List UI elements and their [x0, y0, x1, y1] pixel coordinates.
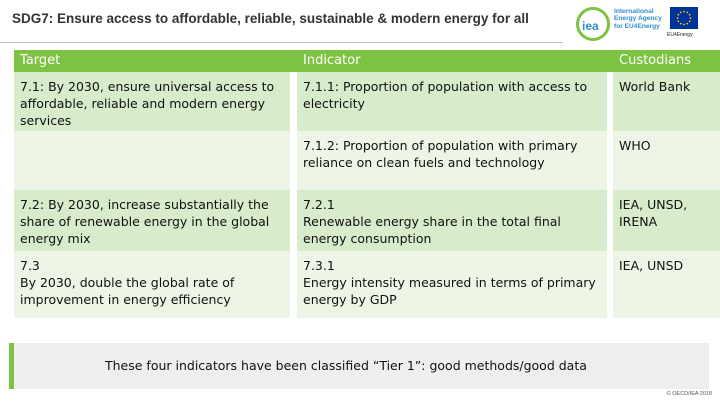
indicator-text: Energy intensity measured in terms of pr… [303, 275, 596, 307]
iea-logo-letters: iea [582, 19, 599, 33]
custodians-cell: IEA, UNSD, IRENA [619, 197, 688, 229]
indicator-text: Renewable energy share in the total fina… [303, 214, 561, 246]
header-target: Target [20, 53, 61, 68]
indicator-cell: 7.2.1 Renewable energy share in the tota… [297, 190, 607, 250]
tier-note-box: These four indicators have been classifi… [9, 343, 709, 389]
iea-logo-icon: iea [576, 7, 610, 41]
header-indicator: Indicator [303, 53, 361, 68]
eu4energy-caption: EU4Energy [667, 32, 693, 38]
target-cell: 7.2: By 2030, increase substantially the… [20, 197, 270, 246]
title-divider [0, 42, 563, 43]
indicator-code: 7.3.1 [303, 258, 335, 273]
target-cell: 7.3 By 2030, double the global rate of i… [14, 251, 290, 311]
custodians-cell: WHO [619, 138, 651, 153]
target-code: 7.3 [20, 258, 40, 273]
header-custodians: Custodians [619, 53, 691, 68]
table-row: 7.2: By 2030, increase substantially the… [14, 190, 720, 251]
table-header-row: Target Indicator Custodians [14, 50, 720, 72]
target-cell [14, 131, 290, 140]
logo-area: iea International Energy Agency for EU4E… [574, 4, 700, 44]
table-row: 7.3 By 2030, double the global rate of i… [14, 251, 720, 318]
copyright-notice: © OECD/IEA 2018 [666, 391, 712, 397]
table-row: 7.1.2: Proportion of population with pri… [14, 131, 720, 190]
custodians-cell: IEA, UNSD [619, 258, 684, 273]
slide-title: SDG7: Ensure access to affordable, relia… [12, 11, 529, 26]
table-row: 7.1: By 2030, ensure universal access to… [14, 72, 720, 131]
custodians-cell: World Bank [619, 79, 691, 94]
indicator-cell: 7.1.1: Proportion of population with acc… [303, 79, 588, 111]
eu-flag-icon [670, 7, 698, 29]
tier-note-accent [9, 343, 14, 389]
indicator-code: 7.2.1 [303, 197, 335, 212]
iea-line-1: International [614, 8, 654, 15]
iea-line-2: Energy Agency [614, 15, 662, 23]
iea-logo-text: International Energy Agency for EU4Energ… [614, 8, 666, 30]
tier-note-text: These four indicators have been classifi… [105, 358, 587, 373]
indicator-cell: 7.3.1 Energy intensity measured in terms… [297, 251, 607, 311]
target-cell: 7.1: By 2030, ensure universal access to… [20, 79, 275, 128]
indicator-cell: 7.1.2: Proportion of population with pri… [303, 138, 578, 170]
iea-line-3: for EU4Energy [614, 22, 660, 30]
target-text: By 2030, double the global rate of impro… [20, 275, 235, 307]
